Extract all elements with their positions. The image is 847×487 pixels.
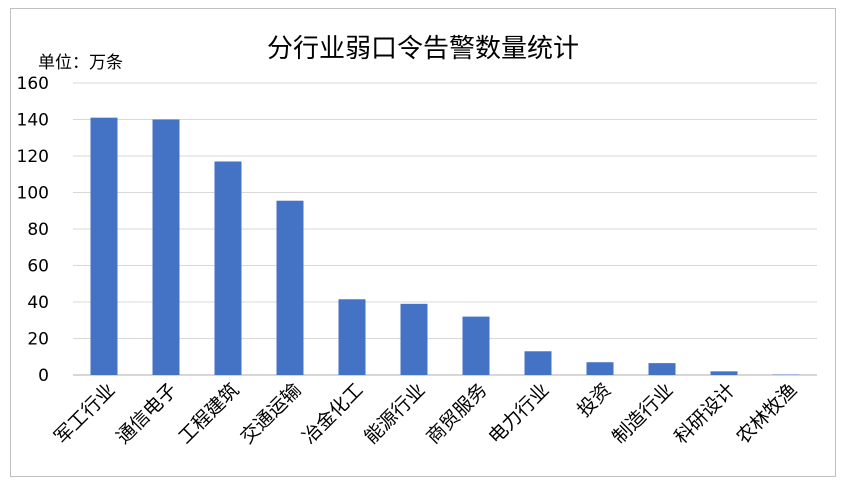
- bars: [90, 117, 800, 376]
- chart-frame: 分行业弱口令告警数量统计 单位：万条 0 20 40 60 80 100 120 140 160…: [10, 8, 836, 477]
- x-tick-label: 通信电子: [112, 379, 181, 448]
- bar: [152, 119, 180, 375]
- y-tick-label: 160: [17, 74, 49, 94]
- y-tick-label: 60: [27, 257, 49, 277]
- bar-chart: 分行业弱口令告警数量统计 单位：万条 0 20 40 60 80 100 120 140 160…: [17, 34, 817, 448]
- x-tick-label: 农林牧渔: [732, 379, 801, 448]
- chart-title: 分行业弱口令告警数量统计: [267, 34, 579, 64]
- y-tick-label: 80: [27, 220, 49, 240]
- x-tick-label: 制造行业: [608, 379, 677, 448]
- bar: [400, 303, 428, 375]
- y-tick-label: 0: [38, 366, 49, 386]
- bar: [462, 316, 490, 375]
- y-tick-label: 20: [27, 330, 49, 350]
- y-axis-ticks: 0 20 40 60 80 100 120 140 160: [17, 74, 49, 386]
- y-tick-label: 40: [27, 293, 49, 313]
- x-tick-label: 科研设计: [670, 379, 739, 448]
- bar: [276, 200, 304, 375]
- x-tick-label: 交通运输: [236, 379, 305, 448]
- bar: [524, 351, 552, 375]
- x-tick-label: 能源行业: [360, 379, 429, 448]
- bar: [710, 371, 738, 375]
- x-tick-label: 投资: [573, 379, 615, 421]
- x-tick-label: 电力行业: [484, 379, 553, 448]
- y-tick-label: 100: [17, 184, 49, 204]
- y-tick-label: 120: [17, 147, 49, 167]
- x-tick-label: 商贸服务: [422, 379, 491, 448]
- bar: [90, 117, 118, 376]
- bar: [338, 299, 366, 375]
- y-tick-label: 140: [17, 111, 49, 131]
- x-tick-label: 工程建筑: [174, 379, 243, 448]
- unit-label: 单位：万条: [38, 53, 123, 73]
- gridlines: [73, 82, 817, 376]
- x-tick-label: 冶金化工: [298, 379, 367, 448]
- bar: [648, 363, 676, 375]
- bar: [586, 362, 614, 375]
- bar: [214, 161, 242, 375]
- x-tick-label: 军工行业: [50, 379, 119, 448]
